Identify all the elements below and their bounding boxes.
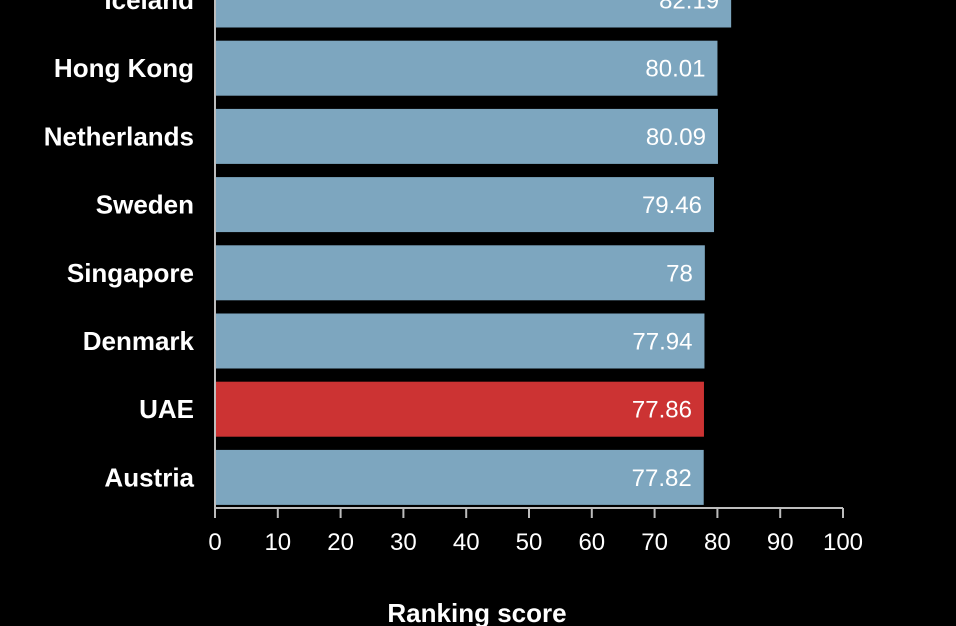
value-label-hong-kong: 80.01 (645, 56, 705, 83)
category-label-denmark: Denmark (83, 326, 195, 356)
bar-netherlands (215, 108, 718, 164)
x-tick-label-30: 30 (390, 529, 417, 556)
bar-hong-kong (215, 40, 718, 96)
value-label-denmark: 77.94 (632, 329, 692, 356)
value-labels-group: 82.19 80.01 80.09 79.46 78 77.94 77.86 77.82 (632, 0, 720, 492)
category-label-singapore: Singapore (67, 258, 194, 288)
value-label-singapore: 78 (666, 260, 693, 287)
value-label-uae: 77.86 (632, 397, 692, 424)
x-tick-label-20: 20 (327, 529, 354, 556)
bar-uae (215, 381, 704, 437)
category-label-iceland: Iceland (104, 0, 194, 15)
bar-denmark (215, 313, 705, 369)
x-tick-label-0: 0 (208, 529, 221, 556)
x-tick-label-80: 80 (704, 529, 731, 556)
x-tick-label-70: 70 (641, 529, 668, 556)
bar-singapore (215, 245, 705, 301)
x-tick-label-60: 60 (578, 529, 605, 556)
value-label-iceland: 82.19 (659, 0, 719, 15)
category-label-austria: Austria (104, 462, 194, 492)
category-label-netherlands: Netherlands (44, 121, 194, 151)
value-label-sweden: 79.46 (642, 192, 702, 219)
x-tick-label-10: 10 (264, 529, 291, 556)
value-label-austria: 77.82 (632, 465, 692, 492)
x-ticks-group: 0 10 20 30 40 50 60 70 80 90 100 (208, 508, 863, 556)
bar-sweden (215, 177, 715, 233)
x-tick-label-100: 100 (823, 529, 863, 556)
x-tick-label-50: 50 (516, 529, 543, 556)
x-axis-title: Ranking score (387, 598, 566, 626)
x-tick-label-40: 40 (453, 529, 480, 556)
category-labels-group: Iceland Hong Kong Netherlands Sweden Singapo… (44, 0, 195, 492)
bar-austria (215, 449, 704, 505)
value-label-netherlands: 80.09 (646, 124, 706, 151)
bar-iceland (215, 0, 732, 28)
x-tick-label-90: 90 (767, 529, 794, 556)
category-label-uae: UAE (139, 394, 194, 424)
category-label-hong-kong: Hong Kong (54, 53, 194, 83)
category-label-sweden: Sweden (96, 190, 194, 220)
bars-group (215, 0, 732, 505)
